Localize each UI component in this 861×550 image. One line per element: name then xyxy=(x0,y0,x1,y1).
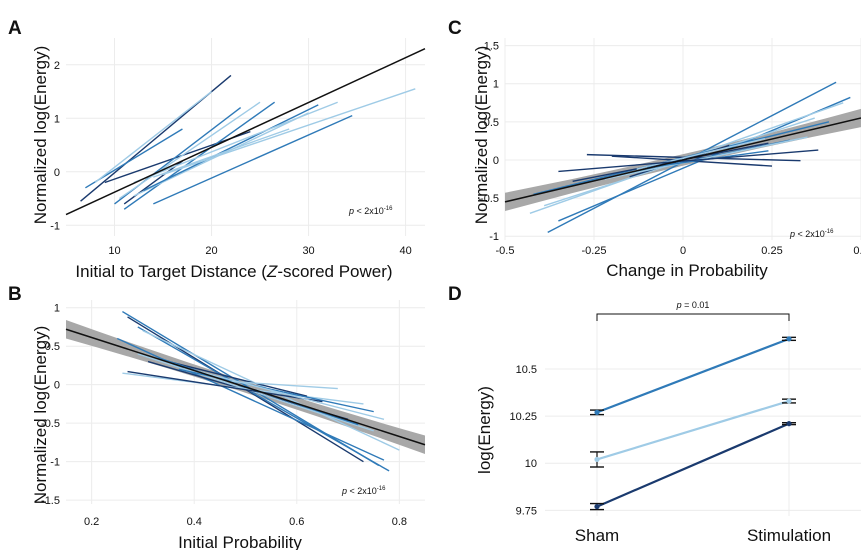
panel-a-series-line xyxy=(123,101,276,210)
panel-a-series-line xyxy=(143,104,319,192)
panel-b-p-value: p < 2x10-16 xyxy=(341,486,386,496)
panel-d-y-tick-label: 10.5 xyxy=(516,364,537,376)
panel-b-series-line xyxy=(122,372,364,405)
panel-label-b: B xyxy=(8,284,22,305)
panel-c-y-tick-label: 0 xyxy=(493,155,499,167)
panel-d-point xyxy=(594,503,600,510)
panel-b-y-tick-label: -0.5 xyxy=(41,418,60,430)
panel-a-x-tick-label: 10 xyxy=(108,245,120,257)
panel-c-fit-line xyxy=(504,117,861,203)
panel-b-y-label: Normalized log(Energy) xyxy=(31,326,50,505)
panel-label-d: D xyxy=(448,284,462,305)
panel-d-p-value: p = 0.01 xyxy=(676,300,710,310)
panel-b-x-label: Initial Probability xyxy=(178,533,302,550)
panel-d-y-tick-label: 10.25 xyxy=(509,411,537,423)
panel-b-series-line xyxy=(137,353,374,432)
panel-a-series-line xyxy=(94,90,212,184)
panel-b-x-tick-label: 0.2 xyxy=(84,516,99,528)
panel-label-a: A xyxy=(8,18,22,39)
panel-d-series-line xyxy=(596,399,790,461)
panel-c-series-line xyxy=(636,137,766,170)
panel-c-x-tick-label: 0.25 xyxy=(761,245,782,257)
panel-d-x-tick-label: Sham xyxy=(575,526,619,545)
panel-d-series-line xyxy=(596,422,790,508)
panel-b-y-tick-label: 0 xyxy=(54,380,60,392)
panel-a-series-line xyxy=(118,101,261,200)
panel-a-x-tick-label: 30 xyxy=(302,245,314,257)
panel-label-c: C xyxy=(448,18,462,39)
panel-d-x-tick-label: Stimulation xyxy=(747,526,831,545)
panel-d-y-label: log(Energy) xyxy=(475,386,494,474)
panel-a-x-tick-label: 40 xyxy=(399,245,411,257)
panel-b-series-line xyxy=(168,360,308,397)
panel-c-y-label: Normalized log(Energy) xyxy=(472,46,491,225)
panel-a-fit-line xyxy=(65,48,426,216)
panel-c-x-tick-label: 0.5 xyxy=(853,245,861,257)
panel-b-x-tick-label: 0.8 xyxy=(392,516,407,528)
panel-b-series-line xyxy=(127,370,323,403)
panel-a-series-line xyxy=(153,128,290,178)
panel-b-series-line xyxy=(116,337,385,461)
panel-b-x-tick-label: 0.6 xyxy=(289,516,304,528)
panel-d-point xyxy=(594,409,600,415)
panel-d-point xyxy=(786,398,792,404)
panel-a-series-line xyxy=(123,160,183,205)
panel-d-point xyxy=(786,421,792,427)
panel-d-significance-bracket xyxy=(596,313,790,321)
panel-a-y-tick-label: -1 xyxy=(50,220,60,232)
panel-d-series-line xyxy=(596,337,790,414)
panel-b-y-tick-label: 1 xyxy=(54,303,60,315)
panel-c-x-label: Change in Probability xyxy=(606,261,768,280)
panel-c-p-value: p < 2x10-16 xyxy=(789,229,834,239)
panel-a-y-tick-label: 0 xyxy=(54,167,60,179)
panel-b-y-tick-label: 0.5 xyxy=(45,341,60,353)
panel-b-fit-line xyxy=(65,328,426,446)
panel-d-point xyxy=(594,456,600,463)
panel-c-series-line xyxy=(604,136,808,180)
panel-b-series-line xyxy=(137,326,390,472)
panel-a-y-tick-label: 2 xyxy=(54,60,60,72)
panel-a-y-tick-label: 1 xyxy=(54,113,60,125)
panel-a-p-value: p < 2x10-16 xyxy=(348,206,393,216)
panel-d-y-tick-label: 10 xyxy=(525,458,537,470)
panel-a-x-label: Initial to Target Distance (Z-scored Pow… xyxy=(75,262,392,281)
panel-d-point xyxy=(786,336,792,342)
panel-d-y-tick-label: 9.75 xyxy=(516,505,537,517)
panel-a-series-line xyxy=(162,88,416,176)
panel-c-y-tick-label: 0.5 xyxy=(484,117,499,129)
panel-c-y-tick-label: -1 xyxy=(489,231,499,243)
panel-a-series-line xyxy=(153,114,353,205)
panel-c-y-tick-label: 1.5 xyxy=(484,41,499,53)
panel-b-x-tick-label: 0.4 xyxy=(187,516,202,528)
panel-a-series-line xyxy=(133,101,338,184)
panel-c-x-tick-label: -0.25 xyxy=(581,245,606,257)
panel-b-series-line xyxy=(183,367,385,420)
panel-c-y-tick-label: 1 xyxy=(493,79,499,91)
panel-c-y-tick-label: -0.5 xyxy=(480,193,499,205)
panel-b-y-tick-label: -1 xyxy=(50,457,60,469)
panel-a-x-tick-label: 20 xyxy=(205,245,217,257)
panel-c-x-tick-label: 0 xyxy=(680,245,686,257)
panel-b-y-tick-label: -1.5 xyxy=(41,495,60,507)
panel-c-x-tick-label: -0.5 xyxy=(496,245,515,257)
panel-a-y-label: Normalized log(Energy) xyxy=(31,46,50,225)
panel-c-series-line xyxy=(558,149,819,173)
